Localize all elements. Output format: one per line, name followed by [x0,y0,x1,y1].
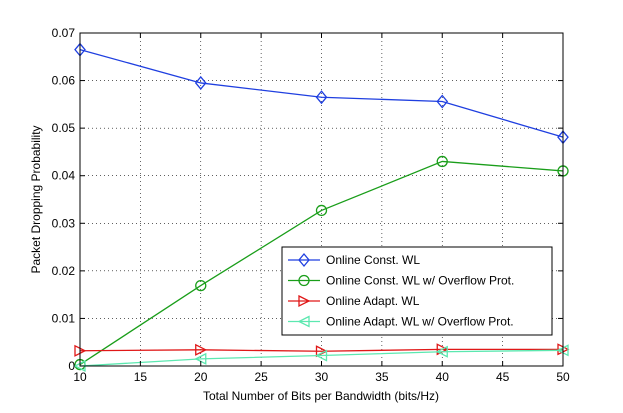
x-axis-title: Total Number of Bits per Bandwidth (bits… [203,389,439,403]
y-axis-title: Packet Dropping Probability [29,125,43,273]
x-tick-label: 10 [73,370,87,384]
legend-label: Online Adapt. WL w/ Overflow Prot. [326,315,514,329]
x-tick-label: 25 [254,370,268,384]
data-point [315,90,328,105]
x-tick-label: 20 [194,370,208,384]
x-tick-label: 45 [496,370,510,384]
legend-item: Online Const. WL [288,252,420,268]
legend: Online Const. WL Online Const. WL w/ Over… [281,246,553,336]
data-point [315,349,328,362]
series-line [79,349,564,367]
legend-item: Online Adapt. WL [288,294,420,308]
data-point [195,279,207,292]
legend-label: Online Adapt. WL [326,294,420,308]
legend-item: Online Const. WL w/ Overflow Prot. [288,274,514,288]
legend-label: Online Const. WL w/ Overflow Prot. [326,274,514,288]
data-point [435,345,448,358]
x-tick-label: 50 [556,370,570,384]
legend-box [281,246,553,336]
y-tick-label: 0.01 [52,311,76,325]
legend-marker [298,294,311,308]
series-line [79,348,563,352]
data-point [194,75,207,90]
y-tick-label: 0.05 [52,121,76,135]
legend-marker [297,315,310,328]
grid-lines [80,33,563,366]
series-line [79,160,564,366]
x-tick-label: 40 [436,370,450,384]
x-tick-label: 35 [375,370,389,384]
y-tick-label: 0.02 [52,264,76,278]
data-point [195,343,208,356]
y-tick-label: 0.03 [52,216,76,230]
y-tick-label: 0.06 [52,74,76,88]
axis-ticks [79,32,564,367]
y-tick-labels: 0 0.01 0.02 0.03 0.04 0.05 0.06 0.07 [52,26,76,373]
legend-marker [298,274,310,287]
series-line [79,49,564,138]
legend-label: Online Const. WL [326,253,420,267]
x-tick-labels: 10 15 20 25 30 35 40 45 50 [73,370,570,384]
legend-marker [298,252,310,268]
data-point [436,155,448,168]
y-tick-label: 0.04 [52,169,76,183]
data-point [436,94,449,109]
y-tick-label: 0.07 [52,26,76,40]
y-tick-label: 0 [68,359,75,373]
x-tick-label: 15 [134,370,148,384]
legend-item: Online Adapt. WL w/ Overflow Prot. [288,315,514,329]
data-point [315,204,328,217]
x-tick-label: 30 [315,370,329,384]
